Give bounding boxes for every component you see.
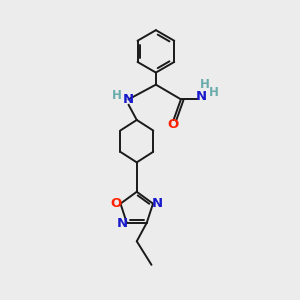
Text: N: N: [152, 196, 163, 209]
Text: O: O: [167, 118, 178, 130]
Text: H: H: [209, 86, 219, 99]
Text: H: H: [112, 89, 122, 102]
Text: H: H: [200, 77, 209, 91]
Text: N: N: [116, 217, 128, 230]
Text: O: O: [110, 196, 122, 209]
Text: N: N: [196, 91, 207, 103]
Text: N: N: [123, 93, 134, 106]
